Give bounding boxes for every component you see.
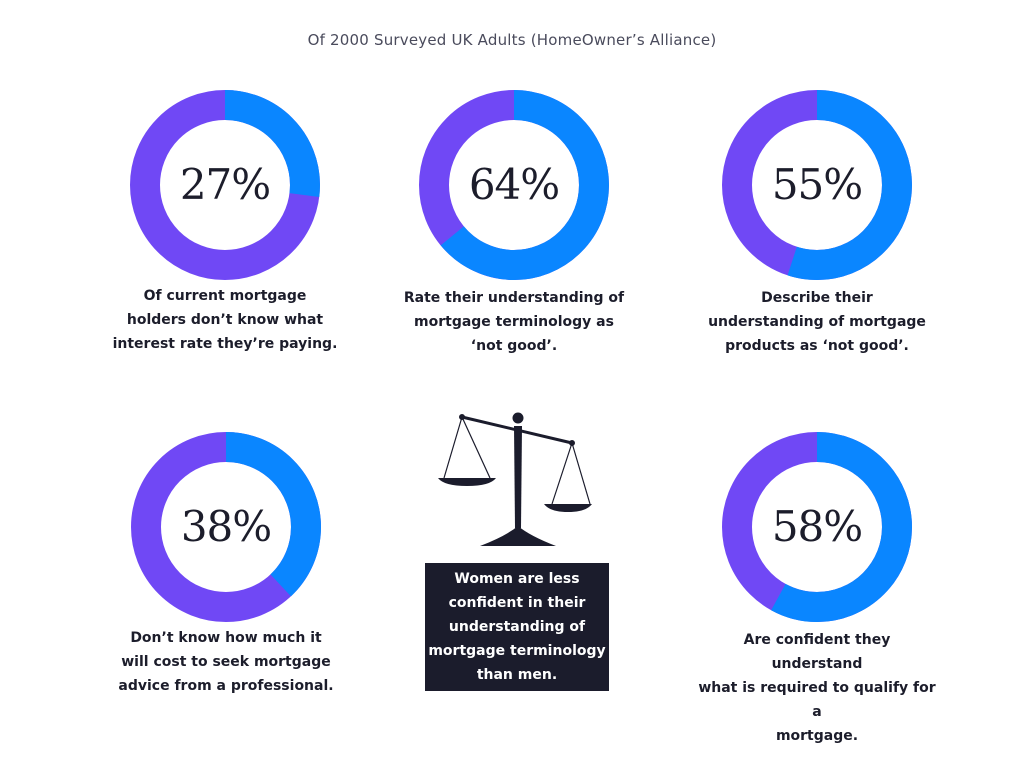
stat-card: 38% Don’t know how much it will cost to … bbox=[106, 432, 346, 698]
stat-value: 64% bbox=[469, 160, 559, 209]
donut-ring-fill bbox=[722, 90, 912, 280]
stat-card: 27% Of current mortgage holders don’t kn… bbox=[105, 90, 345, 356]
donut-chart: 64% bbox=[419, 90, 609, 280]
donut-chart: 58% bbox=[722, 432, 912, 622]
donut-ring-fill bbox=[131, 432, 321, 622]
stat-value: 27% bbox=[180, 160, 270, 209]
stat-caption: Of current mortgage holders don’t know w… bbox=[112, 288, 338, 352]
stat-card: 55% Describe their understanding of mort… bbox=[697, 90, 937, 358]
stat-caption: Rate their understanding of mortgage ter… bbox=[403, 290, 625, 354]
donut-ring-fill bbox=[130, 90, 320, 280]
donut-chart: 55% bbox=[722, 90, 912, 280]
stat-caption: Describe their understanding of mortgage… bbox=[708, 290, 926, 354]
donut-ring-fill bbox=[419, 90, 609, 280]
stat-card: 64% Rate their understanding of mortgage… bbox=[394, 90, 634, 358]
note-box: Women are less confident in their unders… bbox=[425, 563, 609, 691]
donut-ring-fill bbox=[722, 432, 912, 622]
stat-caption: Don’t know how much it will cost to seek… bbox=[118, 630, 334, 694]
stat-card: 58% Are confident they understand what i… bbox=[697, 432, 937, 748]
stat-value: 38% bbox=[181, 502, 271, 551]
page-title: Of 2000 Surveyed UK Adults (HomeOwner’s … bbox=[307, 31, 717, 49]
donut-chart: 27% bbox=[130, 90, 320, 280]
donut-chart: 38% bbox=[131, 432, 321, 622]
stat-value: 55% bbox=[772, 160, 862, 209]
stat-caption: Are confident they understand what is re… bbox=[698, 632, 936, 744]
stat-value: 58% bbox=[772, 502, 862, 551]
balance-scale-icon bbox=[438, 412, 592, 546]
